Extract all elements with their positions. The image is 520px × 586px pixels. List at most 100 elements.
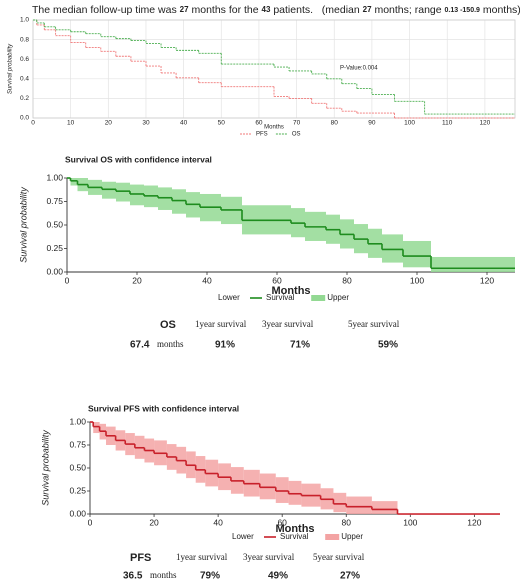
- ci-band: [130, 184, 144, 206]
- x-axis-label: Months: [271, 285, 310, 297]
- ci-band: [102, 181, 116, 199]
- ci-band: [275, 477, 289, 503]
- legend-label: Survival: [280, 532, 309, 541]
- rate-label: 5year survival: [348, 319, 400, 329]
- y-tick-label: 1.00: [69, 416, 86, 426]
- x-tick-label: 20: [149, 517, 159, 527]
- x-tick-label: 60: [277, 517, 287, 527]
- legend-label: Upper: [341, 532, 363, 541]
- rate-value: 27%: [340, 571, 360, 582]
- rate-label: 3year survival: [243, 552, 295, 562]
- x-tick-label: 70: [293, 120, 301, 127]
- y-axis-label: Survival probability: [8, 43, 14, 94]
- y-tick-label: 0.6: [20, 56, 29, 63]
- legend-label: Lower: [232, 532, 254, 541]
- x-tick-label: 60: [272, 275, 282, 285]
- y-tick-label: 0.25: [46, 243, 63, 253]
- x-tick-label: 120: [467, 517, 481, 527]
- x-tick-label: 90: [368, 120, 376, 127]
- y-axis-label: Survival probability: [18, 187, 28, 263]
- x-tick-label: 50: [218, 120, 226, 127]
- summary-median: 67.4: [130, 340, 150, 351]
- y-axis-label: Survival probability: [40, 430, 50, 506]
- x-tick-label: 20: [132, 275, 142, 285]
- y-tick-label: 0.8: [20, 36, 29, 43]
- legend-label: Lower: [218, 293, 240, 302]
- x-tick-label: 20: [105, 120, 113, 127]
- y-tick-label: 0.75: [69, 439, 86, 449]
- header-part: months for the: [189, 4, 262, 16]
- x-tick-label: 120: [480, 275, 494, 285]
- x-tick-label: 110: [442, 120, 453, 127]
- rate-value: 59%: [378, 340, 398, 351]
- rate-label: 3year survival: [262, 319, 314, 329]
- x-tick-label: 40: [180, 120, 188, 127]
- plot-frame: [32, 19, 516, 119]
- summary-unit: months: [150, 570, 177, 580]
- legend-label: PFS: [256, 132, 268, 138]
- chart-title: Survival PFS with confidence interval: [88, 403, 239, 413]
- ci-band: [431, 256, 515, 272]
- y-tick-label: 0.50: [46, 219, 63, 229]
- header-text: The median follow-up time was 27 months …: [32, 4, 520, 16]
- chart-title: Survival OS with confidence interval: [65, 154, 212, 164]
- x-axis-label: Months: [264, 125, 284, 131]
- y-tick-label: 0.4: [20, 76, 29, 83]
- x-tick-label: 0: [65, 275, 70, 285]
- y-tick-label: 0.25: [69, 485, 86, 495]
- ci-band: [403, 240, 431, 268]
- ci-band: [288, 480, 302, 505]
- rate-label: 5year survival: [313, 552, 365, 562]
- ci-band: [371, 501, 398, 514]
- x-tick-label: 0: [88, 517, 93, 527]
- x-axis-label: Months: [275, 523, 314, 535]
- legend-label: Survival: [266, 293, 295, 302]
- header-number: 27: [363, 5, 372, 14]
- header-part: The median follow-up time was: [32, 4, 180, 16]
- annotation: P-Value:0.004: [340, 66, 378, 72]
- rate-label: 1year survival: [176, 552, 228, 562]
- x-tick-label: 40: [202, 275, 212, 285]
- y-tick-label: 0.0: [20, 115, 29, 122]
- summary-name: PFS: [130, 552, 151, 564]
- legend-label: Upper: [327, 293, 349, 302]
- header-number: 27: [180, 5, 189, 14]
- x-tick-label: 120: [479, 120, 490, 127]
- rate-value: 71%: [290, 340, 310, 351]
- x-tick-label: 10: [67, 120, 75, 127]
- x-tick-label: 80: [342, 517, 352, 527]
- ci-band: [382, 234, 403, 263]
- y-tick-label: 1.00: [46, 172, 63, 182]
- header-part: months).: [480, 4, 520, 16]
- y-tick-label: 0.50: [69, 462, 86, 472]
- x-tick-label: 80: [342, 275, 352, 285]
- header-part: patients. (median: [270, 4, 362, 16]
- header-number: 0.13 -150.9: [445, 7, 481, 14]
- y-tick-label: 0.00: [69, 508, 86, 518]
- summary-name: OS: [160, 319, 176, 331]
- header-part: months; range: [372, 4, 445, 16]
- ci-band: [346, 496, 372, 514]
- legend-label: OS: [292, 132, 301, 138]
- y-tick-label: 0.75: [46, 196, 63, 206]
- y-tick-label: 1.0: [20, 17, 29, 24]
- summary-median: 36.5: [123, 571, 143, 582]
- x-tick-label: 100: [403, 517, 417, 527]
- header-number: 43: [262, 5, 271, 14]
- legend-swatch: [325, 534, 340, 540]
- ci-band: [70, 178, 78, 186]
- rate-value: 79%: [200, 571, 220, 582]
- rate-label: 1year survival: [195, 319, 247, 329]
- x-tick-label: 30: [142, 120, 150, 127]
- x-tick-label: 80: [331, 120, 339, 127]
- ci-band: [93, 422, 100, 434]
- summary-unit: months: [157, 339, 184, 349]
- ci-band: [158, 187, 172, 210]
- ci-band: [259, 473, 276, 500]
- rate-value: 91%: [215, 340, 235, 351]
- ci-band: [172, 189, 186, 214]
- x-tick-label: 100: [410, 275, 424, 285]
- x-tick-label: 60: [255, 120, 263, 127]
- x-tick-label: 40: [213, 517, 223, 527]
